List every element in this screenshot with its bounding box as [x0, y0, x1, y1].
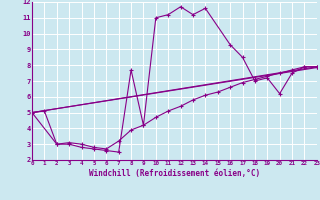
X-axis label: Windchill (Refroidissement éolien,°C): Windchill (Refroidissement éolien,°C)	[89, 169, 260, 178]
